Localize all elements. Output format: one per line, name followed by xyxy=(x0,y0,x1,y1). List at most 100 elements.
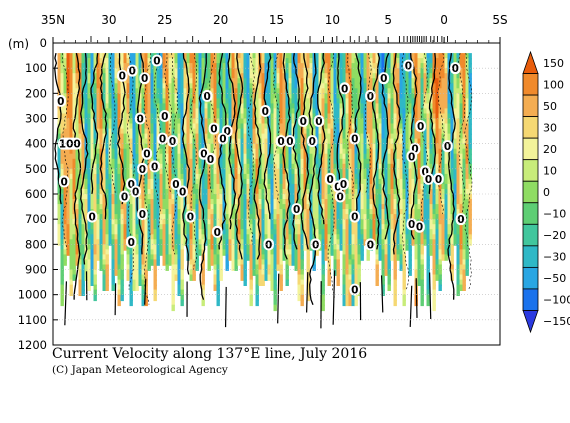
contour-label: 0 xyxy=(119,71,126,83)
colorbar-label: −30 xyxy=(543,251,566,264)
latitude-tick-label: 5S xyxy=(492,13,507,27)
contour-label: 0 xyxy=(179,186,186,198)
depth-tick-label: 100 xyxy=(25,61,47,75)
contour-label: 0 xyxy=(277,136,284,148)
contour-label: 0 xyxy=(416,222,423,234)
contour-label: 0 xyxy=(408,219,415,231)
colorbar-swatch xyxy=(522,73,539,96)
contour-label: 0 xyxy=(61,176,68,188)
contour-label: 0 xyxy=(340,179,347,191)
contour-label: 0 xyxy=(337,192,344,204)
contour-label: 0 xyxy=(380,73,387,85)
colorbar-label: 30 xyxy=(543,121,557,134)
contour-label: 100 xyxy=(59,139,81,151)
contour-label: 0 xyxy=(408,151,415,163)
colorbar-swatch xyxy=(522,223,539,247)
contour-label: 0 xyxy=(411,144,418,156)
colorbar-swatch xyxy=(522,288,539,311)
latitude-tick-label: 5 xyxy=(384,13,392,27)
latitude-tick-label: 0 xyxy=(440,13,448,27)
contour-label: 0 xyxy=(341,83,348,95)
contour-label: 0 xyxy=(139,209,146,221)
depth-tick-label: 400 xyxy=(25,137,47,151)
chart-credit: (C) Japan Meteorological Agency xyxy=(52,364,228,376)
contour-label: 0 xyxy=(121,192,128,204)
contour-label: 0 xyxy=(265,239,272,251)
colorbar-swatch xyxy=(522,266,539,290)
contour-label: 0 xyxy=(204,91,211,103)
contour-label: 0 xyxy=(137,114,144,126)
contour-label: 0 xyxy=(172,179,179,191)
depth-tick-label: 600 xyxy=(25,187,47,201)
contour-label: 0 xyxy=(421,166,428,178)
colorbar-swatch xyxy=(522,159,539,182)
depth-unit-label: (m) xyxy=(8,37,29,51)
depth-tick-label: 1100 xyxy=(18,313,47,327)
contour-label: 0 xyxy=(351,285,358,297)
contour-label: 0 xyxy=(57,96,64,108)
colorbar-label: 100 xyxy=(543,78,564,91)
contour-label: 0 xyxy=(143,149,150,161)
contour-label: 0 xyxy=(351,212,358,224)
contour-label: 0 xyxy=(132,186,139,198)
latitude-tick-label: 25 xyxy=(157,13,172,27)
latitude-tick-label: 20 xyxy=(213,13,228,27)
contour-label: 0 xyxy=(367,91,374,103)
colorbar-swatch xyxy=(522,245,539,268)
contour-label: 0 xyxy=(139,164,146,176)
colorbar-label: 50 xyxy=(543,100,557,113)
depth-tick-label: 1200 xyxy=(18,338,47,352)
contour-label: 0 xyxy=(141,73,148,85)
contour-label: 0 xyxy=(457,214,464,226)
latitude-tick-label: 10 xyxy=(325,13,340,27)
contour-label: 0 xyxy=(262,106,269,118)
contour-label: 0 xyxy=(286,136,293,148)
colorbar-label: 0 xyxy=(543,186,550,199)
colorbar-swatch xyxy=(522,94,539,118)
depth-tick-label: 900 xyxy=(25,263,47,277)
depth-tick-label: 0 xyxy=(40,36,47,50)
contour-label: 0 xyxy=(169,136,176,148)
colorbar-swatch xyxy=(522,310,539,334)
contour-label: 0 xyxy=(187,212,194,224)
contour-label: 0 xyxy=(315,116,322,128)
contour-label: 0 xyxy=(405,61,412,73)
depth-tick-label: 200 xyxy=(25,86,47,100)
contour-label: 0 xyxy=(128,179,135,191)
colorbar-label: 150 xyxy=(543,57,564,70)
colorbar-label: −150 xyxy=(543,315,570,328)
depth-tick-label: 700 xyxy=(25,212,47,226)
contour-label: 0 xyxy=(326,174,333,186)
colorbar-label: −100 xyxy=(543,294,570,307)
contour-label: 0 xyxy=(312,239,319,251)
contour-label: 0 xyxy=(425,174,432,186)
contour-label: 0 xyxy=(214,227,221,239)
contour-label: 0 xyxy=(309,136,316,148)
depth-tick-label: 800 xyxy=(25,237,47,251)
contour-label: 0 xyxy=(153,56,160,68)
latitude-axis: 35N 30 25 20 15 10 5 0 5S xyxy=(41,13,508,43)
contour-label: 0 xyxy=(444,141,451,153)
contour-label: 0 xyxy=(128,237,135,249)
contour-label: 0 xyxy=(293,204,300,216)
contour-label: 0 xyxy=(367,239,374,251)
colorbar-swatch xyxy=(522,202,539,225)
chart-title: Current Velocity along 137°E line, July … xyxy=(52,346,368,362)
contour-label: 0 xyxy=(435,174,442,186)
contour-label: 0 xyxy=(334,181,341,193)
contour-label: 0 xyxy=(159,134,166,146)
depth-axis: 0 100 200 300 400 500 600 700 800 900 1000 1100 1200 xyxy=(18,36,58,352)
contour-label: 0 xyxy=(417,121,424,133)
contour-label: 0 xyxy=(207,154,214,166)
latitude-tick-label: 15 xyxy=(269,13,284,27)
contour-label: 0 xyxy=(219,134,226,146)
contour-label: 0 xyxy=(300,116,307,128)
colorbar-swatch xyxy=(522,50,539,74)
latitude-tick-label: 30 xyxy=(101,13,116,27)
contour-label: 0 xyxy=(88,212,95,224)
colorbar-label: −10 xyxy=(543,208,566,221)
depth-gridlines xyxy=(53,67,500,321)
